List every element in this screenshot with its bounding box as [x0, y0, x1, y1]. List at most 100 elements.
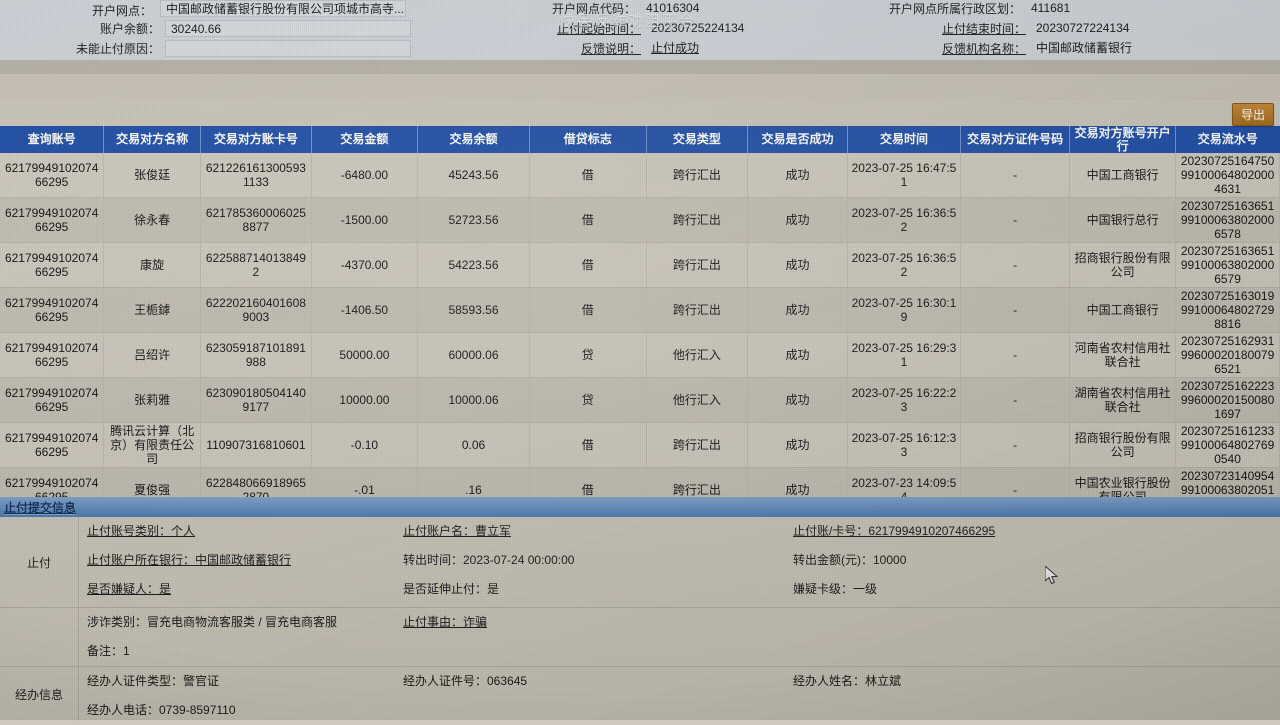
g1c2-line2: 转出时间：2023-07-24 00:00:00	[403, 553, 575, 567]
info-g2-col2: 止付事由：诈骗	[395, 608, 785, 666]
table-body: 6217994910207466295 张俊廷 621226161300593113…	[0, 153, 1280, 513]
field-feedback-desc-value: 止付成功	[651, 41, 700, 55]
cell-dc-flag: 贷	[529, 332, 647, 378]
cell-counterparty-id: -	[960, 332, 1071, 378]
field-branch-code-value: 41016304	[646, 1, 700, 15]
cell-counterparty-card: 110907316810601	[200, 422, 312, 468]
cell-txn-time: 2023-07-25 16:22:23	[847, 377, 962, 423]
cell-txn-type: 跨行汇出	[646, 197, 749, 243]
field-branch-region-value: 411681	[1031, 1, 1071, 15]
field-feedback-org-value: 中国邮政储蓄银行	[1036, 41, 1133, 55]
cell-serial: 20230725161233991000648027690540	[1175, 422, 1280, 468]
cell-counterparty-bank: 招商银行股份有限公司	[1069, 422, 1177, 468]
table-row[interactable]: 6217994910207466295 张俊廷 621226161300593113…	[0, 153, 1280, 198]
col-serial[interactable]: 交易流水号	[1175, 126, 1280, 153]
cell-txn-type: 他行汇入	[646, 332, 749, 378]
field-branch-region-label: 开户网点所属行政区划：	[888, 2, 1021, 16]
cell-serial: 20230725162223996000201500801697	[1175, 377, 1280, 423]
panel-divider	[0, 60, 1280, 74]
cell-counterparty-bank: 中国银行总行	[1069, 197, 1177, 243]
g3c1-line2: 经办人电话：0739-8597110	[87, 703, 236, 717]
info-g1-col2: 止付账户名：曹立军 转出时间：2023-07-24 00:00:00 是否延伸止…	[395, 517, 785, 607]
cell-counterparty-bank: 中国工商银行	[1069, 287, 1177, 333]
cell-serial: 20230725164750991000648020004631	[1175, 153, 1280, 198]
cell-balance: 10000.06	[417, 377, 531, 423]
rail-spacer-1	[0, 608, 79, 666]
cell-counterparty-id: -	[960, 377, 1071, 423]
col-counterparty-name[interactable]: 交易对方名称	[103, 126, 201, 153]
cell-counterparty-card: 6222021604016089003	[200, 287, 312, 333]
field-open-branch-value: 中国邮政储蓄银行股份有限公司项城市高寺...	[160, 0, 406, 17]
cell-balance: 52723.56	[417, 197, 531, 243]
cell-serial: 20230725163651991000638020006579	[1175, 242, 1280, 288]
info-g2-col3	[785, 608, 1280, 666]
cell-success: 成功	[747, 242, 848, 288]
field-branch-code-label: 开户网点代码：	[551, 2, 636, 16]
col-dc-flag[interactable]: 借贷标志	[529, 126, 647, 153]
col-txn-time[interactable]: 交易时间	[847, 126, 962, 153]
cell-query-account: 6217994910207466295	[0, 153, 105, 198]
export-button[interactable]: 导出	[1231, 103, 1274, 126]
table-row[interactable]: 6217994910207466295 张莉雅 623090180504140917…	[0, 377, 1280, 423]
info-g1-col1: 止付账号类别：个人 止付账户所在银行：中国邮政储蓄银行 是否嫌疑人：是	[79, 517, 395, 607]
g1c1-line3: 是否嫌疑人：是	[87, 582, 172, 596]
field-fail-reason-value	[165, 40, 411, 57]
col-counterparty-bank[interactable]: 交易对方账号开户行	[1069, 126, 1177, 153]
field-open-branch: 开户网点：	[0, 0, 160, 20]
g1c2-line3: 是否延伸止付：是	[403, 582, 500, 596]
field-feedback-desc-label: 反馈说明：	[580, 42, 641, 56]
stop-payment-info: 止付 止付账号类别：个人 止付账户所在银行：中国邮政储蓄银行 是否嫌疑人：是 止…	[0, 517, 1280, 721]
cell-balance: 45243.56	[417, 153, 531, 198]
col-counterparty-id[interactable]: 交易对方证件号码	[960, 126, 1071, 153]
table-row[interactable]: 6217994910207466295 王栀鏬 622202160401608900…	[0, 287, 1280, 333]
cell-counterparty-bank: 招商银行股份有限公司	[1069, 242, 1177, 288]
field-balance-label: 账户余额：	[99, 22, 160, 36]
cell-query-account: 6217994910207466295	[0, 332, 105, 378]
col-success[interactable]: 交易是否成功	[747, 126, 848, 153]
stop-payment-section-title: 止付提交信息	[4, 500, 77, 515]
cell-txn-time: 2023-07-25 16:36:52	[847, 242, 962, 288]
cell-dc-flag: 借	[529, 153, 647, 198]
table-row[interactable]: 6217994910207466295 吕绍许 623059187101891988…	[0, 332, 1280, 378]
cell-balance: 58593.56	[417, 287, 531, 333]
g2c1-line2: 备注：1	[87, 644, 130, 658]
cell-txn-type: 跨行汇出	[646, 153, 749, 198]
col-query-account[interactable]: 查询账号	[0, 126, 105, 153]
cell-query-account: 6217994910207466295	[0, 287, 105, 333]
table-row[interactable]: 6217994910207466295 康旋 6225887140138492 -43…	[0, 242, 1280, 288]
rail-handler-info: 经办信息	[0, 667, 79, 721]
cell-counterparty-card: 6225887140138492	[200, 242, 312, 288]
cell-success: 成功	[747, 197, 848, 243]
stop-payment-section-header: 止付提交信息	[0, 497, 1280, 517]
cell-amount: -1500.00	[311, 197, 418, 243]
table-row[interactable]: 6217994910207466295 腾讯云计算（北京）有限责任公司 110907…	[0, 422, 1280, 468]
platform-watermark: 快呆反诈劝阻平台	[560, 13, 697, 30]
g1c1-line2: 止付账户所在银行：中国邮政储蓄银行	[87, 553, 292, 567]
g1c3-line1: 止付账/卡号：6217994910207466295	[793, 524, 996, 538]
cell-counterparty-name: 徐永春	[103, 197, 201, 243]
col-txn-type[interactable]: 交易类型	[646, 126, 749, 153]
g3c3-line1: 经办人姓名：林立斌	[793, 674, 902, 688]
cell-serial: 20230725163651991000638020006578	[1175, 197, 1280, 243]
info-g3-col1: 经办人证件类型：警官证 经办人电话：0739-8597110	[79, 667, 395, 721]
cell-counterparty-card: 623059187101891988	[200, 332, 312, 378]
cell-txn-time: 2023-07-25 16:47:51	[847, 153, 962, 198]
col-balance[interactable]: 交易余额	[417, 126, 531, 153]
cell-success: 成功	[747, 332, 848, 378]
cell-counterparty-card: 6212261613005931133	[200, 153, 312, 198]
cell-counterparty-id: -	[960, 197, 1071, 243]
cell-dc-flag: 贷	[529, 377, 647, 423]
g1c2-line1: 止付账户名：曹立军	[403, 524, 512, 538]
cell-query-account: 6217994910207466295	[0, 422, 105, 468]
cell-amount: 50000.00	[311, 332, 418, 378]
cell-dc-flag: 借	[529, 422, 647, 468]
cell-counterparty-card: 6230901805041409177	[200, 377, 312, 423]
g2c1-line1: 涉诈类别：冒充电商物流客服类 / 冒充电商客服	[87, 615, 338, 629]
col-amount[interactable]: 交易金额	[311, 126, 418, 153]
cell-txn-type: 他行汇入	[646, 377, 749, 423]
col-counterparty-card[interactable]: 交易对方账卡号	[200, 126, 312, 153]
g1c3-line3: 嫌疑卡级：一级	[793, 582, 878, 596]
info-g3-col2: 经办人证件号：063645	[395, 667, 785, 721]
table-row[interactable]: 6217994910207466295 徐永春 621785360006025887…	[0, 197, 1280, 243]
cell-counterparty-id: -	[960, 287, 1071, 333]
